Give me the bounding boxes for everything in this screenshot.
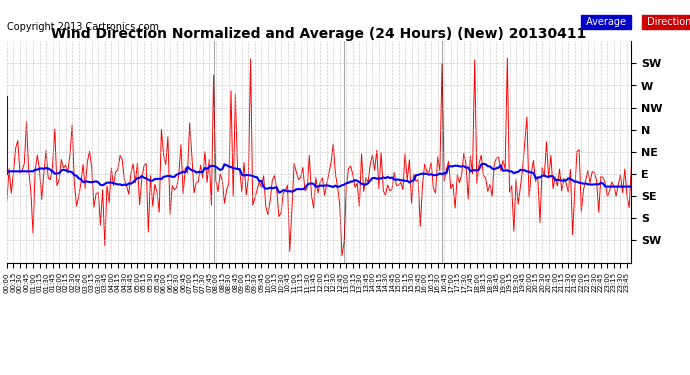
Text: Direction: Direction (644, 17, 690, 27)
Text: Average: Average (583, 17, 629, 27)
Title: Wind Direction Normalized and Average (24 Hours) (New) 20130411: Wind Direction Normalized and Average (2… (52, 27, 586, 41)
Text: Copyright 2013 Cartronics.com: Copyright 2013 Cartronics.com (7, 22, 159, 33)
